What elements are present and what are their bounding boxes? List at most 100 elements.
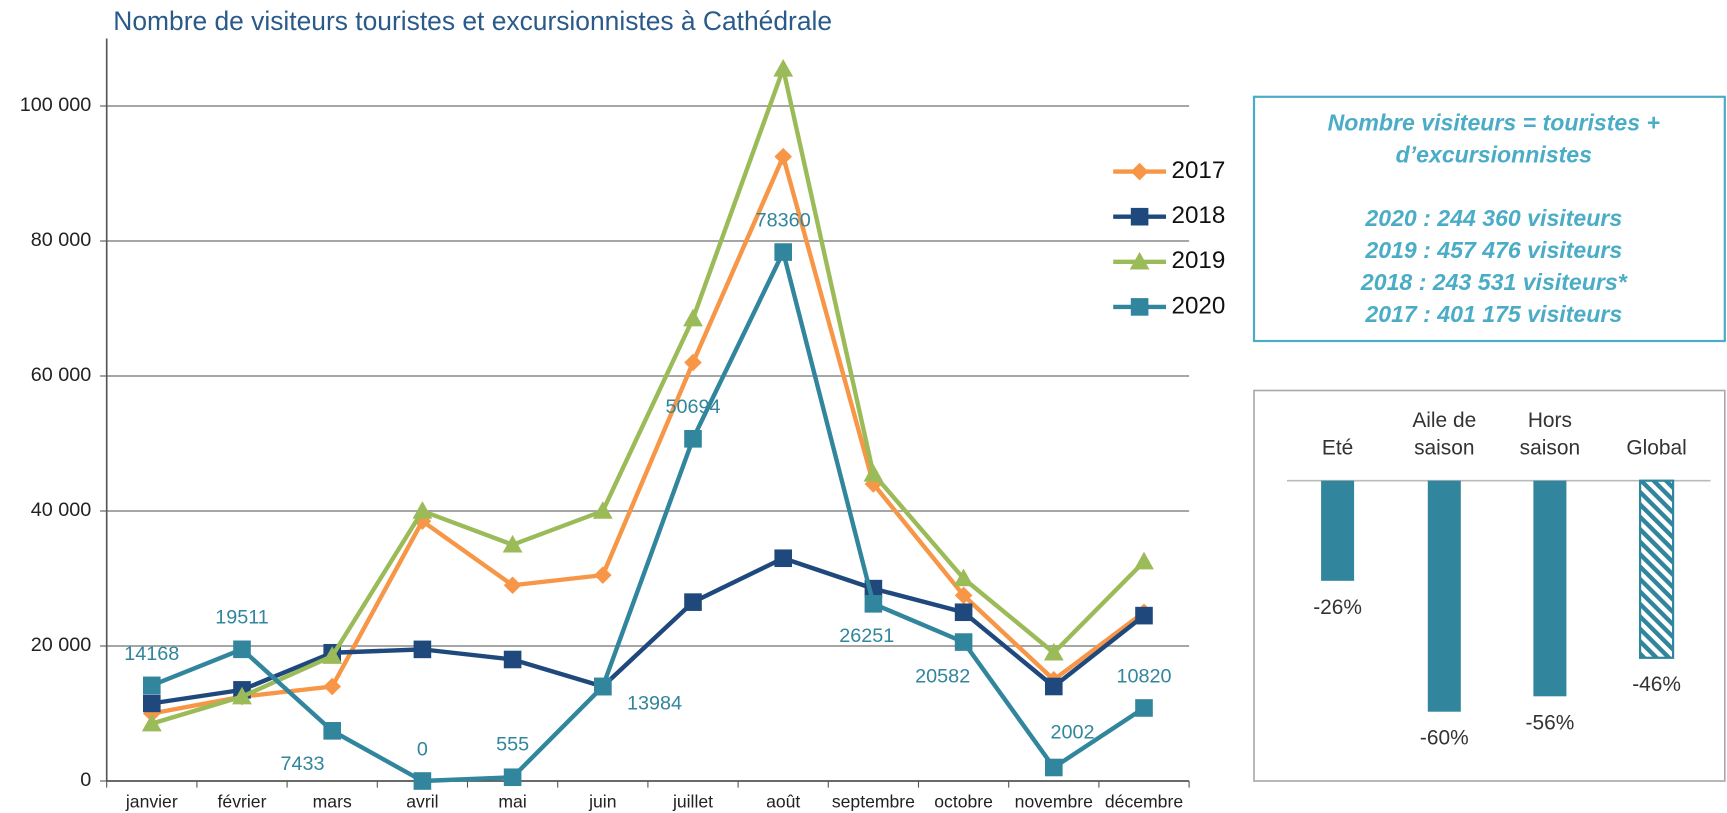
data-label: 78360	[756, 210, 811, 232]
bar-category-label: Aile de saison	[1412, 409, 1477, 460]
marker	[1130, 207, 1149, 226]
marker	[143, 676, 161, 695]
y-tick-label: 0	[80, 769, 91, 791]
data-label: 50694	[665, 396, 720, 418]
marker	[1129, 251, 1150, 270]
x-tick-label: mars	[313, 792, 352, 812]
x-tick-label: février	[218, 792, 267, 812]
marker	[141, 713, 162, 732]
y-tick-label: 60 000	[31, 364, 92, 386]
info-line: 2020 : 244 360 visiteurs	[1364, 205, 1622, 231]
marker	[864, 595, 883, 613]
marker	[684, 593, 702, 611]
data-label: 7433	[280, 753, 324, 775]
marker	[323, 722, 341, 740]
bar	[1533, 480, 1567, 697]
marker	[1135, 606, 1153, 625]
marker	[323, 677, 341, 696]
marker	[954, 586, 973, 605]
bar-value-label: -46%	[1632, 673, 1681, 696]
marker	[863, 463, 884, 482]
marker	[503, 650, 522, 669]
marker	[954, 633, 973, 651]
marker	[1043, 642, 1064, 661]
y-tick-label: 80 000	[31, 229, 92, 251]
marker	[1135, 699, 1153, 717]
data-label: 20582	[915, 666, 970, 688]
marker	[774, 549, 792, 568]
marker	[232, 686, 252, 705]
marker	[412, 501, 433, 519]
bar	[1321, 480, 1355, 581]
data-label: 19511	[215, 607, 269, 629]
x-tick-label: avril	[406, 792, 438, 812]
x-tick-label: juin	[588, 792, 616, 812]
data-label: 10820	[1116, 665, 1171, 687]
marker	[143, 694, 161, 713]
marker	[1130, 162, 1149, 181]
series-line	[151, 154, 1146, 716]
series-line	[151, 556, 1146, 706]
bar-box	[1253, 389, 1726, 782]
x-tick-label: janvier	[125, 792, 178, 812]
marker	[1130, 298, 1149, 316]
marker	[233, 640, 251, 659]
marker	[594, 677, 612, 696]
series-line	[150, 249, 1146, 784]
bar-category-label: Hors saison	[1519, 409, 1581, 460]
x-tick-label: novembre	[1015, 792, 1093, 812]
marker	[413, 640, 432, 659]
y-tick-label: 40 000	[31, 499, 92, 521]
marker	[322, 646, 343, 664]
marker	[683, 308, 703, 327]
legend-label: 2020	[1172, 292, 1226, 319]
marker	[594, 566, 612, 584]
bar-value-label: -56%	[1526, 711, 1575, 734]
y-tick-label: 20 000	[31, 634, 92, 656]
marker	[773, 58, 794, 77]
data-label: 2002	[1050, 722, 1094, 744]
legend-label: 2018	[1172, 202, 1226, 229]
legend-label: 2017	[1172, 157, 1226, 184]
chart-title: Nombre de visiteurs touristes et excursi…	[113, 6, 832, 36]
bar-category-label: Eté	[1321, 436, 1354, 460]
marker	[1045, 677, 1063, 696]
marker	[953, 568, 974, 587]
data-label: 13984	[627, 692, 682, 714]
legend-label: 2019	[1172, 247, 1226, 274]
marker	[502, 534, 523, 553]
marker	[684, 353, 702, 372]
marker	[774, 147, 792, 166]
x-tick-label: août	[766, 792, 800, 812]
marker	[592, 501, 613, 519]
x-tick-label: mai	[498, 792, 526, 812]
y-tick-label: 100 000	[20, 94, 92, 116]
data-label: 26251	[839, 625, 894, 647]
data-label: 0	[417, 738, 428, 760]
info-line: 2017 : 401 175 visiteurs	[1364, 301, 1622, 327]
bar-value-label: -60%	[1420, 727, 1469, 750]
marker	[503, 768, 522, 787]
info-box	[1252, 95, 1726, 343]
marker	[1045, 758, 1063, 777]
marker	[684, 430, 702, 448]
info-line: Nombre visiteurs = touristes +	[1328, 109, 1660, 135]
x-tick-label: juillet	[672, 792, 713, 812]
info-line: d’excursionnistes	[1396, 141, 1593, 167]
series-line	[151, 66, 1146, 726]
marker	[503, 576, 522, 595]
bar	[1427, 480, 1461, 712]
bar-category-label: Global	[1626, 436, 1687, 460]
marker	[954, 603, 973, 622]
bar	[1639, 479, 1675, 659]
marker	[774, 243, 792, 261]
x-tick-label: décembre	[1105, 792, 1183, 812]
x-tick-label: septembre	[832, 792, 915, 812]
bar-value-label: -26%	[1313, 596, 1362, 619]
data-label: 555	[496, 734, 529, 756]
x-tick-label: octobre	[934, 792, 993, 812]
marker	[413, 772, 432, 790]
data-label: 14168	[124, 643, 179, 665]
